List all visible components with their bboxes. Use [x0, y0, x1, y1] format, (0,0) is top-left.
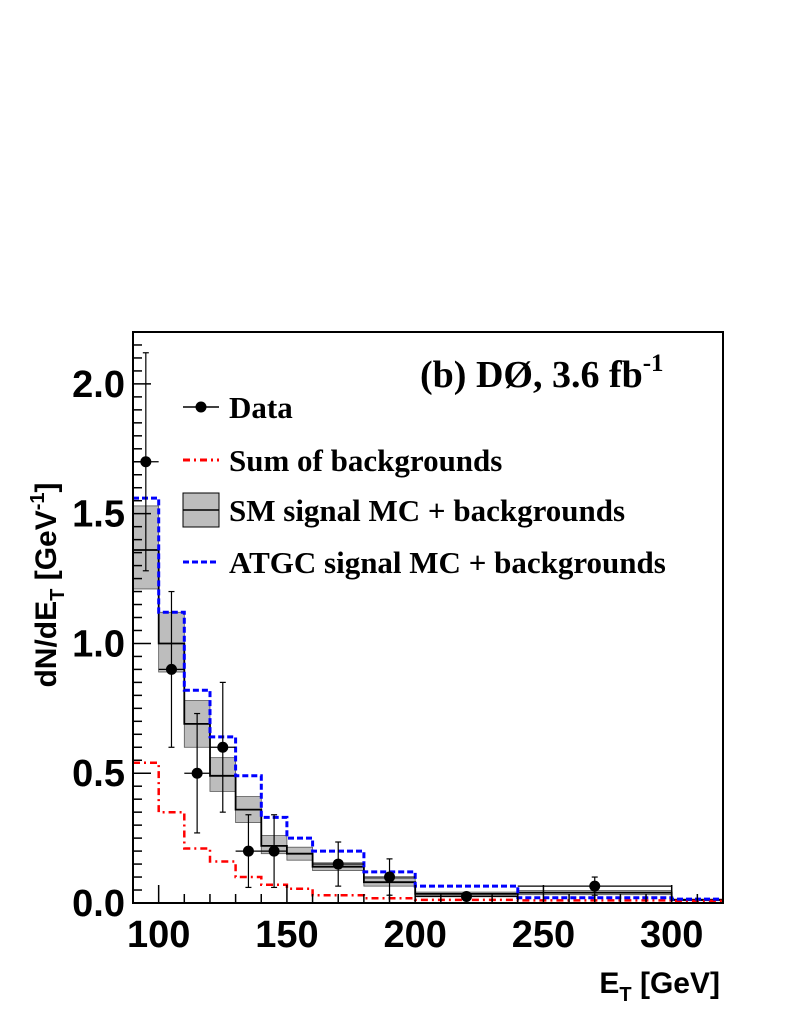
x-axis-title-main: E: [599, 967, 619, 1000]
legend-entry-data: Data: [183, 390, 293, 425]
legend-entry-sm: SM signal MC + backgrounds: [182, 492, 625, 528]
y-axis-title-unit: [GeV: [30, 510, 63, 588]
y-axis-title-close: ]: [30, 482, 63, 492]
plot-title-superscript: -1: [643, 350, 664, 377]
data-point: [589, 880, 601, 892]
axis-ticks: [132, 331, 724, 904]
y-tick-label: 0.5: [72, 753, 125, 795]
y-tick-label: 2.0: [72, 364, 125, 406]
x-tick-label: 100: [127, 914, 190, 956]
axis-tick-labels: 100 150 200 250 300 0.0 0.5 1.0 1.5 2.0: [72, 364, 703, 956]
data-point: [217, 741, 229, 753]
x-axis-title-unit: [GeV]: [632, 967, 720, 1000]
legend-label-backgrounds: Sum of backgrounds: [229, 443, 502, 478]
data-point: [242, 845, 254, 857]
data-point: [140, 456, 152, 468]
x-tick-label: 200: [383, 914, 446, 956]
x-tick-label: 250: [512, 914, 575, 956]
legend-entry-atgc: ATGC signal MC + backgrounds: [183, 545, 666, 580]
y-tick-label: 0.0: [72, 883, 125, 925]
data-point: [384, 871, 396, 883]
x-tick-label: 150: [255, 914, 318, 956]
y-tick-label: 1.5: [72, 494, 125, 536]
legend-label-sm: SM signal MC + backgrounds: [229, 493, 625, 528]
y-axis-title-sub: T: [47, 589, 69, 601]
x-axis-title: ET [GeV]: [599, 967, 720, 1006]
x-axis-title-sub: T: [619, 984, 631, 1006]
sm-signal-line: [133, 549, 723, 901]
y-axis-title: dN/dET [GeV-1]: [27, 482, 69, 687]
legend-label-atgc: ATGC signal MC + backgrounds: [229, 545, 666, 580]
data-point: [191, 767, 203, 779]
y-tick-label: 1.0: [72, 623, 125, 665]
data-point: [268, 845, 280, 857]
plot-title: (b) DØ, 3.6 fb-1: [420, 350, 664, 396]
x-tick-label: 300: [640, 914, 703, 956]
y-axis-title-sup: -1: [27, 492, 49, 510]
legend: Data Sum of backgrounds SM signal MC + b…: [182, 390, 666, 580]
data-point: [332, 858, 344, 870]
atgc-signal-line: [133, 496, 723, 901]
legend-entry-backgrounds: Sum of backgrounds: [183, 443, 502, 478]
y-axis-title-main: dN/dE: [30, 601, 63, 688]
legend-data-marker: [195, 401, 207, 413]
plot-title-main: (b) DØ, 3.6 fb: [420, 354, 643, 396]
data-point: [165, 663, 177, 675]
legend-label-data: Data: [229, 390, 293, 425]
